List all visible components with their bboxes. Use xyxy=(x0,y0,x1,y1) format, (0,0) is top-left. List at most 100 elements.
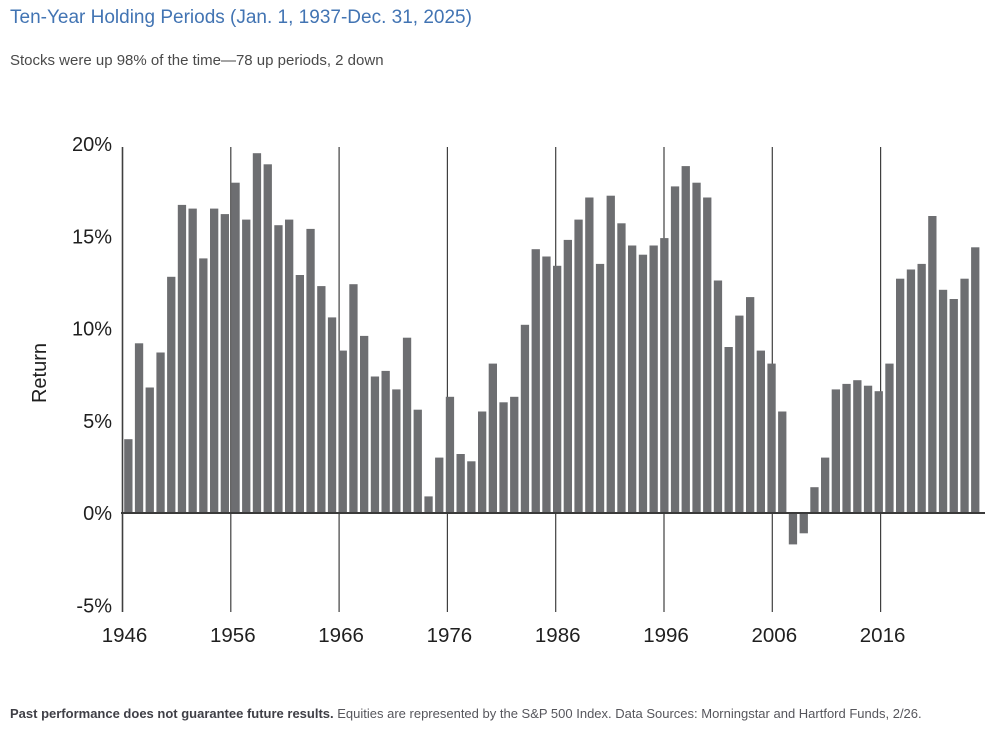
bar-1962 xyxy=(295,275,304,513)
bar-1963 xyxy=(306,228,315,513)
bar-1992 xyxy=(617,223,626,514)
bar-1957 xyxy=(242,219,251,513)
bar-1950 xyxy=(167,276,176,513)
bar-2010 xyxy=(810,487,819,513)
bar-2011 xyxy=(821,457,830,513)
bar-2002 xyxy=(724,347,733,513)
bar-2005 xyxy=(756,350,765,513)
bar-1972 xyxy=(402,337,412,513)
bar-1982 xyxy=(510,396,519,513)
bar-1998 xyxy=(681,166,690,513)
bar-1986 xyxy=(553,265,562,513)
bar-1977 xyxy=(456,454,465,513)
bar-2003 xyxy=(735,315,744,513)
bar-1966 xyxy=(338,350,347,513)
x-tick-1956: 1956 xyxy=(210,624,256,647)
bar-1947 xyxy=(134,343,144,513)
y-tick-5: 5% xyxy=(83,411,112,433)
bar-1997 xyxy=(670,186,680,513)
bar-1960 xyxy=(274,225,283,513)
x-tick-1986: 1986 xyxy=(535,624,581,647)
bar-1968 xyxy=(360,335,369,513)
bar-1985 xyxy=(542,256,551,513)
bar-1970 xyxy=(381,370,390,513)
bar-1987 xyxy=(563,239,572,513)
bar-1956 xyxy=(231,182,240,513)
bar-2023 xyxy=(949,299,958,513)
y-tick-15: 15% xyxy=(72,226,112,248)
chart-subtitle: Stocks were up 98% of the time—78 up per… xyxy=(10,52,384,69)
bar-2022 xyxy=(938,289,948,513)
bar-1999 xyxy=(692,182,701,513)
bar-2020 xyxy=(917,263,926,513)
bar-1989 xyxy=(585,197,594,513)
x-tick-1976: 1976 xyxy=(427,624,473,647)
bar-2017 xyxy=(885,363,894,513)
bar-1971 xyxy=(392,389,401,513)
bar-1991 xyxy=(606,195,615,513)
bar-2008 xyxy=(788,513,798,545)
bar-2001 xyxy=(713,280,723,513)
bar-2016 xyxy=(874,391,883,513)
bar-2006 xyxy=(767,363,776,513)
bar-2007 xyxy=(778,411,787,513)
bar-1946 xyxy=(124,439,133,513)
bar-1975 xyxy=(435,457,444,513)
returns-bar-chart: 20% 15% 10% 5% 0% -5% 1946 1956 1966 1976 1986 1996… xyxy=(29,134,985,647)
bar-1952 xyxy=(188,208,197,513)
bar-1984 xyxy=(531,249,540,513)
y-tick-20: 20% xyxy=(72,134,112,156)
bar-1974 xyxy=(424,496,433,513)
bar-1996 xyxy=(660,238,669,513)
bar-2009 xyxy=(799,513,808,534)
x-tick-2006: 2006 xyxy=(751,624,797,647)
bar-1988 xyxy=(574,219,583,513)
bar-1948 xyxy=(145,387,154,513)
bar-2014 xyxy=(853,380,862,513)
bar-1973 xyxy=(413,409,422,513)
bar-2024 xyxy=(960,278,969,513)
bar-2015 xyxy=(863,385,873,513)
bar-1994 xyxy=(638,254,648,513)
bar-1964 xyxy=(317,286,326,513)
footnote-disclaimer: Past performance does not guarantee futu… xyxy=(10,706,334,721)
bar-1983 xyxy=(520,324,530,513)
bar-2000 xyxy=(703,197,712,513)
x-tick-1996: 1996 xyxy=(643,624,689,647)
bar-1955 xyxy=(220,214,229,513)
bar-1959 xyxy=(263,164,272,514)
bar-2019 xyxy=(906,269,916,513)
bar-2021 xyxy=(928,216,937,513)
y-tick-0: 0% xyxy=(83,503,112,525)
bar-2012 xyxy=(831,389,840,513)
bar-1980 xyxy=(488,363,497,513)
bar-1961 xyxy=(285,219,294,513)
bar-1978 xyxy=(467,461,476,513)
bar-1990 xyxy=(595,263,605,513)
bar-1951 xyxy=(177,204,187,513)
footnote-sources: Equities are represented by the S&P 500 … xyxy=(333,706,922,721)
bar-1954 xyxy=(210,208,219,513)
bar-1995 xyxy=(649,245,658,513)
y-tick--5: -5% xyxy=(76,595,112,617)
bar-1976 xyxy=(445,396,455,513)
bar-2018 xyxy=(896,278,905,513)
y-axis-label: Return xyxy=(29,343,51,403)
bar-2004 xyxy=(746,297,755,513)
bar-2025 xyxy=(971,247,980,514)
footnote: Past performance does not guarantee futu… xyxy=(10,706,922,722)
bar-1969 xyxy=(370,376,380,513)
bar-1993 xyxy=(628,245,637,513)
x-tick-1966: 1966 xyxy=(318,624,364,647)
bar-2013 xyxy=(842,383,851,514)
bar-1979 xyxy=(478,411,487,513)
bar-1965 xyxy=(327,317,337,513)
y-tick-10: 10% xyxy=(72,319,112,341)
x-tick-1946: 1946 xyxy=(102,624,148,647)
bar-1967 xyxy=(349,284,358,513)
bar-1981 xyxy=(499,402,508,513)
x-tick-2016: 2016 xyxy=(860,624,906,647)
bar-1958 xyxy=(252,153,262,513)
chart-title: Ten-Year Holding Periods (Jan. 1, 1937-D… xyxy=(10,7,472,28)
